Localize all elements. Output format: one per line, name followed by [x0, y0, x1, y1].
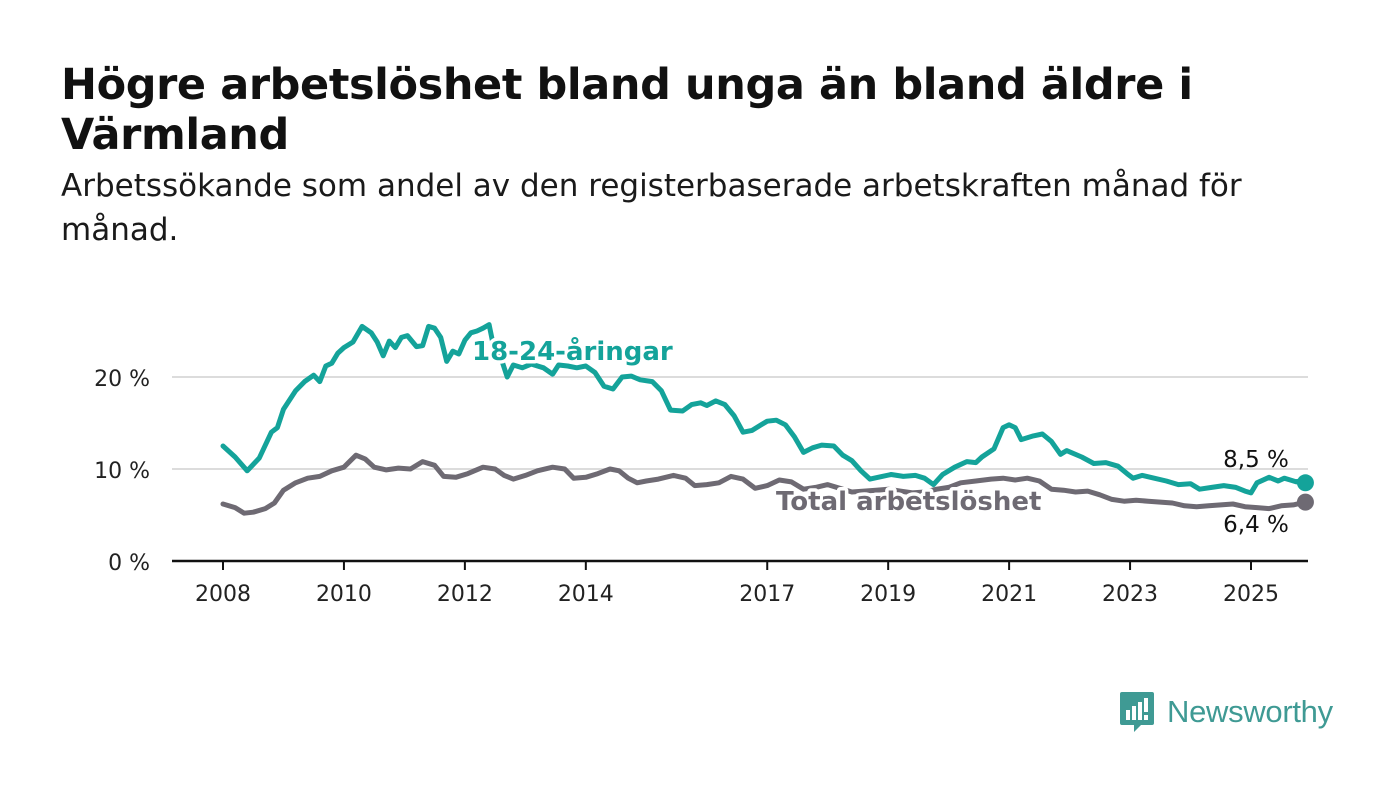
- x-tick-label: 2017: [739, 582, 795, 607]
- brand-name: Newsworthy: [1167, 694, 1333, 729]
- series-endpoint-total: [1296, 493, 1314, 511]
- x-tick-label: 2025: [1223, 582, 1279, 607]
- y-tick-label: 0 %: [108, 551, 150, 576]
- chart-subtitle: Arbetssökande som andel av den registerb…: [61, 168, 1242, 248]
- series-label-total: Total arbetslöshet: [776, 487, 1041, 517]
- x-tick-label: 2012: [437, 582, 493, 607]
- x-tick-label: 2014: [558, 582, 614, 607]
- series-endpoint-youth: [1296, 474, 1314, 492]
- x-tick-label: 2010: [316, 582, 372, 607]
- x-tick-label: 2023: [1102, 582, 1158, 607]
- end-value-label-youth: 8,5 %: [1223, 447, 1289, 473]
- chart-title: Högre arbetslöshet bland unga än bland ä…: [61, 60, 1193, 160]
- x-tick-label: 2021: [981, 582, 1037, 607]
- y-tick-label: 10 %: [94, 459, 150, 484]
- series-label-youth: 18-24-åringar: [472, 335, 673, 367]
- brand-logo: Newsworthy: [1119, 690, 1333, 734]
- newsworthy-logo-icon: [1120, 692, 1154, 732]
- series-line-total: [220, 452, 1308, 516]
- x-tick-label: 2019: [860, 582, 916, 607]
- end-value-label-total: 6,4 %: [1223, 512, 1289, 538]
- x-tick-label: 2008: [195, 582, 251, 607]
- series-line-youth: [220, 322, 1308, 496]
- y-tick-label: 20 %: [94, 367, 150, 392]
